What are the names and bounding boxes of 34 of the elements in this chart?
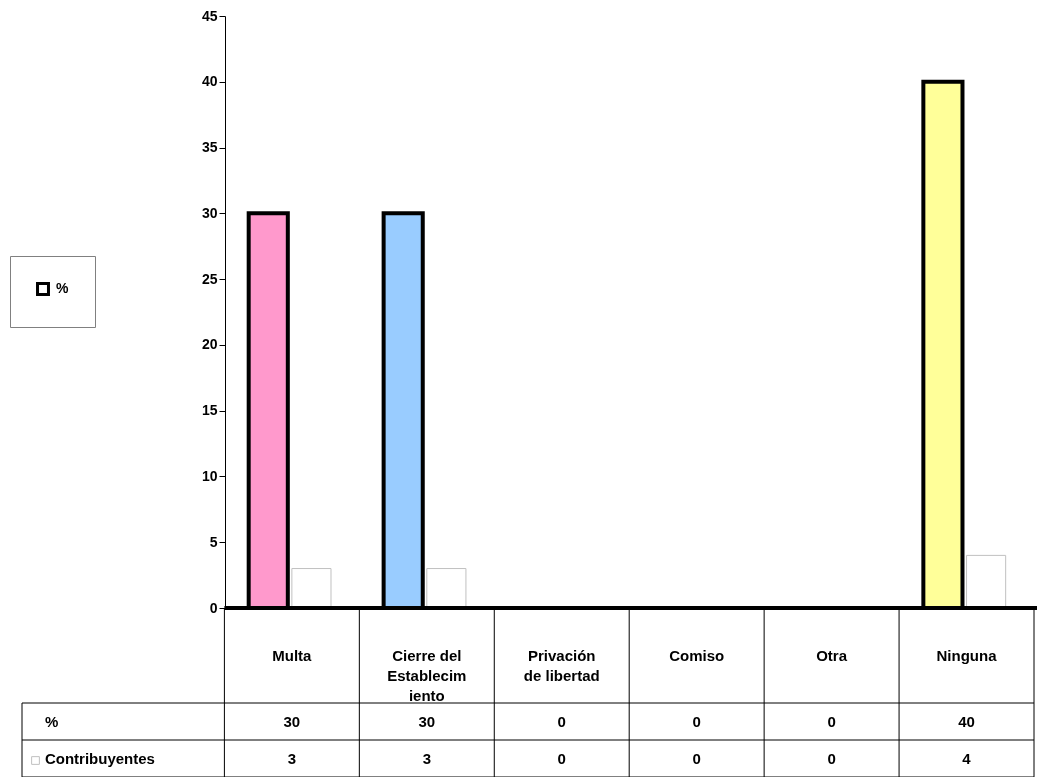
bar xyxy=(291,568,332,609)
y-tick-label: 35 xyxy=(201,139,218,156)
y-tick-label: 10 xyxy=(201,467,218,484)
y-tick-label: 45 xyxy=(201,7,218,24)
y-tick-label: 40 xyxy=(201,73,218,90)
data-label: 0 xyxy=(557,712,566,730)
x-tick-label: Multa xyxy=(272,646,313,664)
x-tick-label: Privación de libertad xyxy=(523,646,600,684)
y-tick-label: 30 xyxy=(201,204,218,221)
data-label: 0 xyxy=(557,749,566,767)
x-tick-label: Ninguna xyxy=(936,646,998,664)
legend-label: Contribuyentes xyxy=(44,749,155,767)
data-label: 0 xyxy=(692,749,701,767)
y-tick-label: 15 xyxy=(201,402,218,419)
x-tick-label: Cierre del Establecimiento xyxy=(387,646,467,704)
y-tick-label: 5 xyxy=(209,533,218,550)
data-label: 30 xyxy=(283,712,301,730)
data-label: 0 xyxy=(827,749,836,767)
data-label: 4 xyxy=(962,749,972,767)
bar xyxy=(426,568,467,609)
x-tick-label: Otra xyxy=(816,646,848,664)
y-tick-label: 25 xyxy=(201,270,218,287)
data-label: 0 xyxy=(692,712,701,730)
data-label: 3 xyxy=(287,749,297,767)
y-tick-label: 20 xyxy=(201,336,218,353)
data-label: 0 xyxy=(827,712,836,730)
bar xyxy=(966,554,1007,609)
data-label: 30 xyxy=(418,712,436,730)
y-tick-label: 0 xyxy=(209,599,218,616)
data-label: 40 xyxy=(958,712,975,730)
data-label: 3 xyxy=(422,749,431,767)
x-tick-label: Comiso xyxy=(669,646,725,664)
legend-label: % xyxy=(56,280,69,296)
text: % xyxy=(44,712,59,730)
